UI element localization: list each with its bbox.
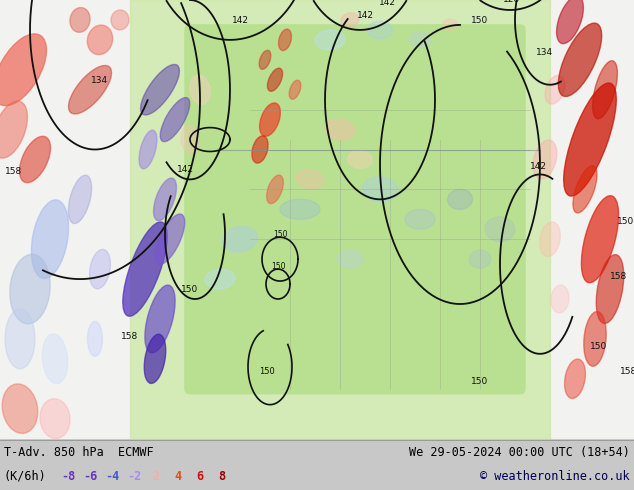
Text: 158: 158 xyxy=(5,168,22,176)
Text: 8: 8 xyxy=(219,469,226,483)
Ellipse shape xyxy=(139,130,157,169)
Ellipse shape xyxy=(68,66,112,114)
Ellipse shape xyxy=(32,200,68,279)
Text: 150: 150 xyxy=(259,367,275,376)
Ellipse shape xyxy=(160,98,190,142)
Ellipse shape xyxy=(181,125,199,153)
Text: 150: 150 xyxy=(471,16,489,25)
Text: 150: 150 xyxy=(617,217,634,226)
Text: 134: 134 xyxy=(536,48,553,57)
Ellipse shape xyxy=(485,217,515,242)
Ellipse shape xyxy=(123,222,167,316)
Text: 6: 6 xyxy=(197,469,204,483)
Ellipse shape xyxy=(405,209,435,229)
Ellipse shape xyxy=(68,175,92,223)
Ellipse shape xyxy=(559,23,602,97)
Ellipse shape xyxy=(223,226,257,252)
Text: (K/6h): (K/6h) xyxy=(4,469,47,483)
Ellipse shape xyxy=(448,189,472,209)
Text: -4: -4 xyxy=(105,469,119,483)
Ellipse shape xyxy=(10,254,50,324)
Ellipse shape xyxy=(325,120,355,140)
Ellipse shape xyxy=(551,285,569,313)
Text: 142: 142 xyxy=(529,163,547,172)
Ellipse shape xyxy=(278,29,292,50)
Ellipse shape xyxy=(141,64,179,115)
Ellipse shape xyxy=(564,359,585,398)
Ellipse shape xyxy=(87,25,113,55)
Ellipse shape xyxy=(296,171,324,189)
Ellipse shape xyxy=(89,249,110,289)
Ellipse shape xyxy=(205,269,235,289)
Ellipse shape xyxy=(280,199,320,220)
Ellipse shape xyxy=(260,103,280,136)
FancyBboxPatch shape xyxy=(185,25,525,393)
Ellipse shape xyxy=(347,150,373,169)
Text: We 29-05-2024 00:00 UTC (18+54): We 29-05-2024 00:00 UTC (18+54) xyxy=(409,446,630,459)
Text: 150: 150 xyxy=(471,377,489,386)
Ellipse shape xyxy=(443,19,458,31)
Text: T-Adv. 850 hPa  ECMWF: T-Adv. 850 hPa ECMWF xyxy=(4,446,153,459)
Text: 142: 142 xyxy=(176,166,193,174)
Text: 150: 150 xyxy=(271,262,285,271)
Ellipse shape xyxy=(557,0,583,44)
Ellipse shape xyxy=(341,13,359,27)
Ellipse shape xyxy=(0,34,46,106)
Ellipse shape xyxy=(111,10,129,30)
Ellipse shape xyxy=(469,250,491,268)
Ellipse shape xyxy=(190,75,210,104)
Ellipse shape xyxy=(259,50,271,69)
Ellipse shape xyxy=(3,384,38,433)
Ellipse shape xyxy=(153,178,176,220)
Ellipse shape xyxy=(40,399,70,439)
Ellipse shape xyxy=(42,334,68,384)
Ellipse shape xyxy=(70,7,90,32)
Ellipse shape xyxy=(267,175,283,204)
Ellipse shape xyxy=(289,80,301,99)
Ellipse shape xyxy=(368,21,392,39)
Ellipse shape xyxy=(584,312,606,366)
Text: -8: -8 xyxy=(61,469,75,483)
Ellipse shape xyxy=(545,75,565,104)
Text: 126: 126 xyxy=(503,0,521,4)
Text: 158: 158 xyxy=(121,332,139,341)
Text: 134: 134 xyxy=(91,76,108,85)
Ellipse shape xyxy=(564,83,616,196)
Ellipse shape xyxy=(540,222,560,256)
Text: 142: 142 xyxy=(378,0,396,7)
Text: 142: 142 xyxy=(231,16,249,25)
Bar xyxy=(130,0,550,439)
Text: 150: 150 xyxy=(273,230,287,239)
Text: 2: 2 xyxy=(152,469,160,483)
Ellipse shape xyxy=(593,61,618,119)
Ellipse shape xyxy=(409,32,431,48)
Text: 150: 150 xyxy=(590,342,607,351)
Ellipse shape xyxy=(145,334,165,383)
Text: -6: -6 xyxy=(83,469,97,483)
Text: 158: 158 xyxy=(610,272,627,281)
Ellipse shape xyxy=(337,250,363,268)
Ellipse shape xyxy=(581,196,619,283)
Ellipse shape xyxy=(87,321,103,356)
Ellipse shape xyxy=(573,166,597,213)
Text: 142: 142 xyxy=(356,11,373,20)
Text: 4: 4 xyxy=(174,469,181,483)
Text: 158: 158 xyxy=(620,367,634,376)
Ellipse shape xyxy=(363,177,398,202)
Ellipse shape xyxy=(145,285,175,353)
Ellipse shape xyxy=(533,140,557,179)
Ellipse shape xyxy=(5,309,35,369)
Ellipse shape xyxy=(0,101,27,158)
Ellipse shape xyxy=(252,136,268,163)
Text: -2: -2 xyxy=(127,469,141,483)
Ellipse shape xyxy=(20,136,51,183)
Ellipse shape xyxy=(155,214,184,265)
Text: © weatheronline.co.uk: © weatheronline.co.uk xyxy=(481,469,630,483)
Ellipse shape xyxy=(596,255,624,323)
Ellipse shape xyxy=(315,30,345,50)
Text: 150: 150 xyxy=(181,285,198,294)
Ellipse shape xyxy=(268,68,283,91)
